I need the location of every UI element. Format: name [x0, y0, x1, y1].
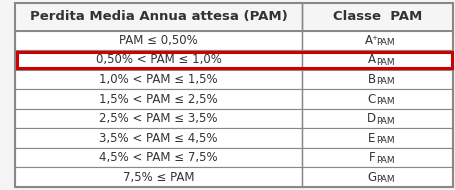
Bar	[15, 50, 301, 70]
Bar	[15, 31, 301, 50]
Text: E: E	[367, 132, 374, 145]
Bar	[15, 109, 301, 128]
Text: PAM ≤ 0,50%: PAM ≤ 0,50%	[119, 34, 197, 47]
Text: 1,0% < PAM ≤ 1,5%: 1,0% < PAM ≤ 1,5%	[99, 73, 217, 86]
Bar	[15, 3, 452, 31]
Bar	[15, 89, 301, 109]
Text: PAM: PAM	[376, 97, 394, 106]
Bar	[17, 52, 450, 68]
Text: 0,50% < PAM ≤ 1,0%: 0,50% < PAM ≤ 1,0%	[96, 53, 221, 66]
Bar	[301, 50, 452, 70]
Text: B: B	[367, 73, 375, 86]
Bar	[301, 128, 452, 148]
Bar	[301, 31, 452, 50]
Text: A⁺: A⁺	[364, 34, 378, 47]
Text: PAM: PAM	[376, 175, 394, 184]
Bar	[15, 70, 301, 89]
Text: 1,5% < PAM ≤ 2,5%: 1,5% < PAM ≤ 2,5%	[99, 93, 217, 105]
Text: PAM: PAM	[376, 38, 394, 47]
Text: PAM: PAM	[376, 156, 394, 165]
Bar	[301, 148, 452, 167]
Bar	[15, 128, 301, 148]
Text: 3,5% < PAM ≤ 4,5%: 3,5% < PAM ≤ 4,5%	[99, 132, 217, 145]
Text: A: A	[367, 53, 375, 66]
Text: PAM: PAM	[376, 58, 394, 67]
Text: PAM: PAM	[376, 117, 394, 126]
Bar	[15, 148, 301, 167]
Text: 7,5% ≤ PAM: 7,5% ≤ PAM	[122, 171, 194, 184]
Text: 2,5% < PAM ≤ 3,5%: 2,5% < PAM ≤ 3,5%	[99, 112, 217, 125]
Text: Classe  PAM: Classe PAM	[332, 10, 421, 23]
Bar	[301, 70, 452, 89]
Text: Perdita Media Annua attesa (PAM): Perdita Media Annua attesa (PAM)	[30, 10, 287, 23]
Text: D: D	[366, 112, 375, 125]
Bar	[15, 167, 301, 187]
Text: PAM: PAM	[376, 78, 394, 86]
Text: 4,5% < PAM ≤ 7,5%: 4,5% < PAM ≤ 7,5%	[99, 151, 217, 164]
Text: PAM: PAM	[376, 136, 394, 145]
Bar	[301, 167, 452, 187]
Bar	[301, 109, 452, 128]
Text: C: C	[367, 93, 375, 105]
Text: G: G	[366, 171, 375, 184]
Text: F: F	[368, 151, 374, 164]
Bar	[301, 89, 452, 109]
